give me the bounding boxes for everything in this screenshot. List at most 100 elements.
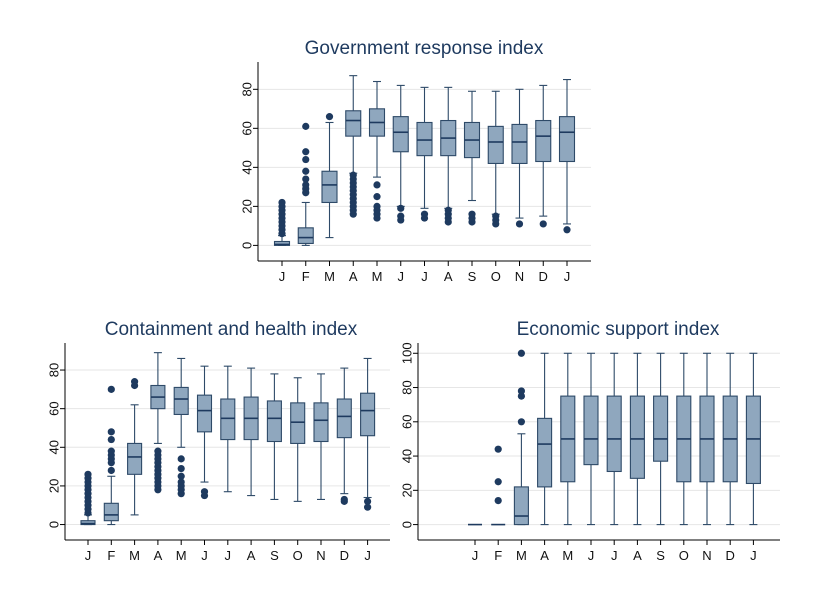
x-tick-label: J xyxy=(85,548,92,563)
outlier-point xyxy=(131,378,139,386)
box-10: O xyxy=(676,352,692,563)
y-tick-label: 80 xyxy=(240,82,255,96)
iqr-box xyxy=(511,123,528,165)
outlier-point xyxy=(517,387,526,395)
outlier-point xyxy=(563,226,571,234)
box-6: J xyxy=(392,84,409,284)
iqr-box xyxy=(127,442,143,475)
iqr-box xyxy=(535,119,552,163)
y-tick-label: 20 xyxy=(400,483,415,497)
outlier-point xyxy=(200,488,209,496)
iqr-box xyxy=(487,125,504,165)
outlier-point xyxy=(177,478,185,486)
outlier-point xyxy=(517,418,526,426)
box-9: S xyxy=(653,352,669,563)
y-tick-label: 20 xyxy=(47,479,62,493)
y-tick-label: 0 xyxy=(240,242,255,249)
box-8: A xyxy=(629,352,645,563)
outlier-point xyxy=(177,464,185,473)
outlier-point xyxy=(397,212,405,220)
box-8: A xyxy=(440,86,457,284)
x-tick-label: J xyxy=(364,548,371,563)
iqr-box xyxy=(537,417,553,488)
x-tick-label: O xyxy=(491,269,501,284)
iqr-box xyxy=(606,395,622,473)
box-12: D xyxy=(535,84,552,284)
y-tick-label: 0 xyxy=(400,521,415,528)
box-6: J xyxy=(196,365,213,563)
outlier-point xyxy=(107,428,115,436)
box-7: J xyxy=(416,86,433,284)
outlier-point xyxy=(373,181,381,189)
box-13: J xyxy=(745,352,761,563)
outlier-point xyxy=(373,202,381,210)
outlier-point xyxy=(302,148,310,156)
outlier-point xyxy=(278,198,286,207)
iqr-box xyxy=(297,227,314,244)
x-tick-label: N xyxy=(702,548,711,563)
box-1: J xyxy=(468,523,482,563)
box-10: O xyxy=(290,377,306,563)
x-tick-label: M xyxy=(516,548,527,563)
outlier-point xyxy=(517,349,526,357)
x-tick-label: J xyxy=(564,269,571,284)
box-11: N xyxy=(313,373,329,563)
box-3: M xyxy=(127,378,143,563)
iqr-box xyxy=(273,240,291,246)
box-4: A xyxy=(345,75,362,284)
box-4: A xyxy=(150,352,166,563)
x-tick-label: M xyxy=(176,548,187,563)
box-11: N xyxy=(511,88,528,284)
box-1: J xyxy=(273,198,291,284)
outlier-point xyxy=(302,175,310,183)
x-tick-label: A xyxy=(247,548,256,563)
x-tick-label: J xyxy=(225,548,232,563)
box-6: J xyxy=(583,352,599,563)
x-tick-label: M xyxy=(324,269,335,284)
x-tick-label: O xyxy=(293,548,303,563)
x-tick-label: N xyxy=(316,548,325,563)
y-tick-label: 80 xyxy=(400,380,415,394)
iqr-box xyxy=(653,395,669,462)
iqr-box xyxy=(313,402,329,443)
x-tick-label: S xyxy=(656,548,665,563)
outlier-point xyxy=(517,392,526,400)
box-7: J xyxy=(606,352,622,563)
outlier-point xyxy=(107,466,115,475)
box-9: S xyxy=(463,90,481,284)
chart-title: Government response index xyxy=(305,38,544,59)
box-5: M xyxy=(560,352,576,563)
x-tick-label: M xyxy=(372,269,383,284)
y-tick-label: 0 xyxy=(47,521,62,528)
y-tick-label: 60 xyxy=(240,121,255,135)
outlier-point xyxy=(444,206,452,214)
x-tick-label: J xyxy=(472,548,479,563)
outlier-point xyxy=(397,204,405,212)
outlier-point xyxy=(492,212,500,220)
x-tick-label: J xyxy=(201,548,208,563)
x-tick-label: D xyxy=(340,548,349,563)
box-4: A xyxy=(537,352,553,563)
chart-title: Economic support index xyxy=(517,319,720,340)
outlier-point xyxy=(84,470,92,478)
x-tick-label: F xyxy=(107,548,115,563)
x-tick-label: A xyxy=(444,269,453,284)
x-tick-label: O xyxy=(679,548,689,563)
iqr-box xyxy=(220,398,236,441)
iqr-box xyxy=(196,394,213,433)
x-tick-label: S xyxy=(270,548,279,563)
outlier-point xyxy=(468,210,476,218)
iqr-box xyxy=(336,398,352,439)
box-5: M xyxy=(173,357,189,563)
x-tick-label: A xyxy=(633,548,642,563)
outlier-point xyxy=(364,503,372,511)
x-tick-label: J xyxy=(398,269,405,284)
box-2: F xyxy=(491,445,506,563)
iqr-box xyxy=(80,520,96,526)
x-tick-label: A xyxy=(154,548,163,563)
outlier-point xyxy=(107,447,115,455)
